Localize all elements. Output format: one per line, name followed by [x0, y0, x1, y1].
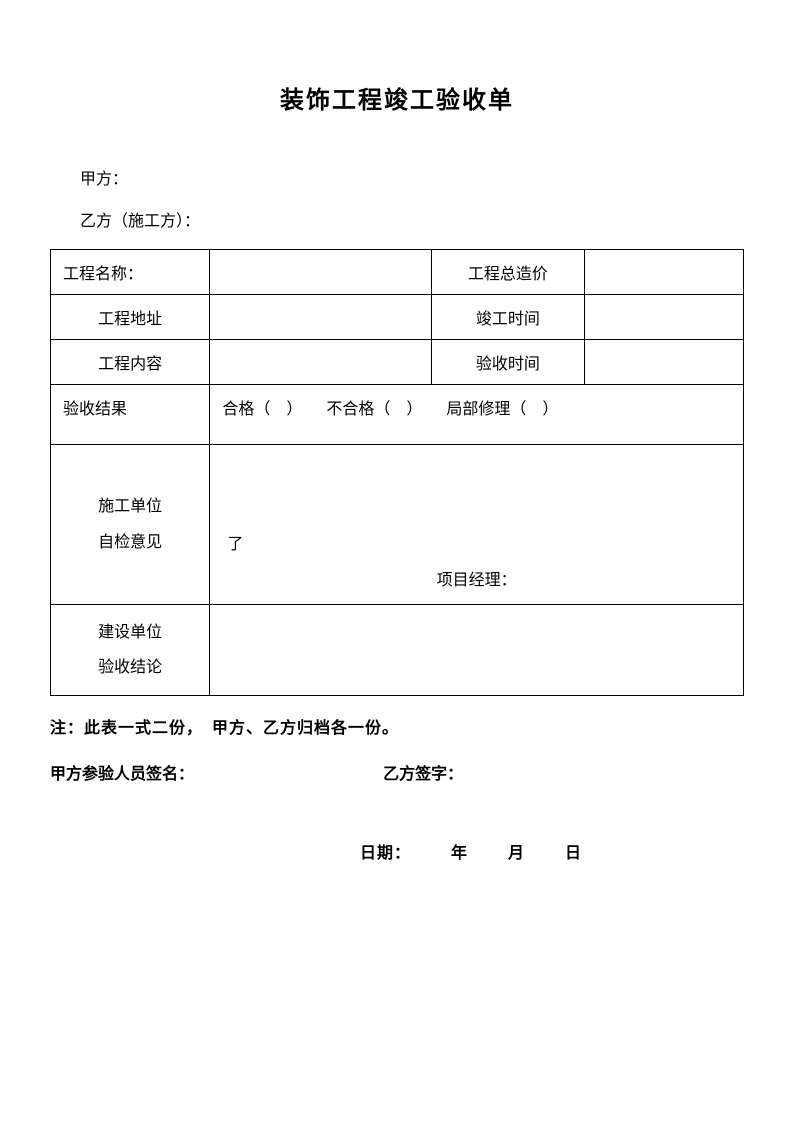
acceptance-time-value [584, 340, 743, 385]
table-row: 建设单位 验收结论 [51, 605, 744, 696]
day-label: 日 [565, 845, 582, 862]
result-options: 合格（ ） 不合格（ ） 局部修理（ ） [210, 385, 744, 445]
table-row: 验收结果 合格（ ） 不合格（ ） 局部修理（ ） [51, 385, 744, 445]
table-row: 工程内容 验收时间 [51, 340, 744, 385]
party-a-line: 甲方： [50, 165, 744, 189]
date-line: 日期： 年 月 日 [50, 839, 744, 863]
total-cost-value [584, 250, 743, 295]
result-label: 验收结果 [51, 385, 210, 445]
form-title: 装饰工程竣工验收单 [50, 80, 744, 115]
completion-time-value [584, 295, 743, 340]
project-address-label: 工程地址 [51, 295, 210, 340]
project-content-label: 工程内容 [51, 340, 210, 385]
table-row: 工程地址 竣工时间 [51, 295, 744, 340]
table-row: 工程名称： 工程总造价 [51, 250, 744, 295]
self-check-text: 了 [222, 495, 731, 554]
project-content-value [210, 340, 432, 385]
signature-row: 甲方参验人员签名： 乙方签字： [50, 760, 744, 784]
footer-note: 注：此表一式二份， 甲方、乙方归档各一份。 [50, 714, 744, 738]
year-label: 年 [451, 845, 468, 862]
project-manager-label: 项目经理： [210, 566, 743, 590]
project-address-value [210, 295, 432, 340]
month-label: 月 [508, 845, 525, 862]
self-check-label-line1: 施工单位 [63, 489, 197, 524]
party-a-signature-label: 甲方参验人员签名： [50, 760, 383, 784]
self-check-label: 施工单位 自检意见 [51, 445, 210, 605]
total-cost-label: 工程总造价 [432, 250, 584, 295]
table-row: 施工单位 自检意见 了 项目经理： [51, 445, 744, 605]
project-name-label: 工程名称： [51, 250, 210, 295]
party-b-line: 乙方（施工方）： [50, 207, 744, 231]
conclusion-label-line2: 验收结论 [63, 650, 197, 685]
self-check-label-line2: 自检意见 [63, 525, 197, 560]
party-b-signature-label: 乙方签字： [383, 760, 744, 784]
date-label: 日期： [360, 845, 411, 862]
conclusion-label: 建设单位 验收结论 [51, 605, 210, 696]
self-check-content-cell: 了 项目经理： [210, 445, 744, 605]
acceptance-time-label: 验收时间 [432, 340, 584, 385]
completion-time-label: 竣工时间 [432, 295, 584, 340]
project-name-value [210, 250, 432, 295]
acceptance-table: 工程名称： 工程总造价 工程地址 竣工时间 工程内容 验收时间 验收结果 合格（… [50, 249, 744, 696]
conclusion-label-line1: 建设单位 [63, 615, 197, 650]
conclusion-content [210, 605, 744, 696]
